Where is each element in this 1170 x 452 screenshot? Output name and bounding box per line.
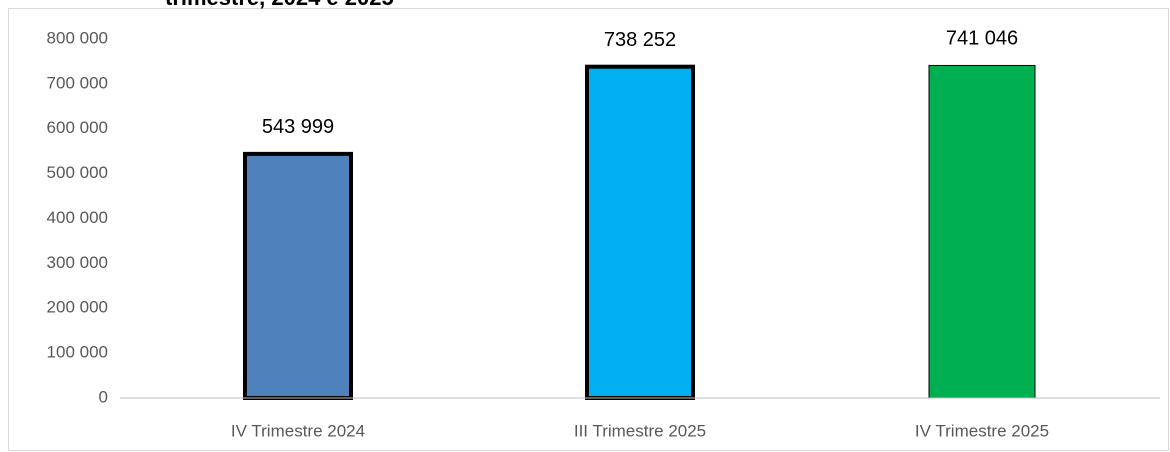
y-tick-label: 300 000: [47, 253, 108, 272]
y-tick-label: 800 000: [47, 28, 108, 47]
data-label: 741 046: [946, 28, 1018, 50]
chart-title: trimestre, 2024 e 2025: [165, 0, 394, 10]
x-tick-label: IV Trimestre 2025: [915, 421, 1049, 440]
y-tick-label: 600 000: [47, 118, 108, 137]
y-tick-label: 500 000: [47, 163, 108, 182]
bar: [928, 64, 1036, 399]
y-tick-label: 200 000: [47, 298, 108, 317]
y-tick-label: 0: [99, 387, 108, 406]
y-tick-label: 400 000: [47, 208, 108, 227]
bar: [243, 151, 353, 400]
bar: [585, 64, 695, 400]
data-label: 543 999: [262, 116, 334, 138]
y-tick-label: 100 000: [47, 343, 108, 362]
x-tick-label: IV Trimestre 2024: [231, 421, 365, 440]
chart-border: [8, 8, 1169, 451]
x-tick-label: III Trimestre 2025: [574, 421, 706, 440]
data-label: 738 252: [604, 29, 676, 51]
y-tick-label: 700 000: [47, 73, 108, 92]
